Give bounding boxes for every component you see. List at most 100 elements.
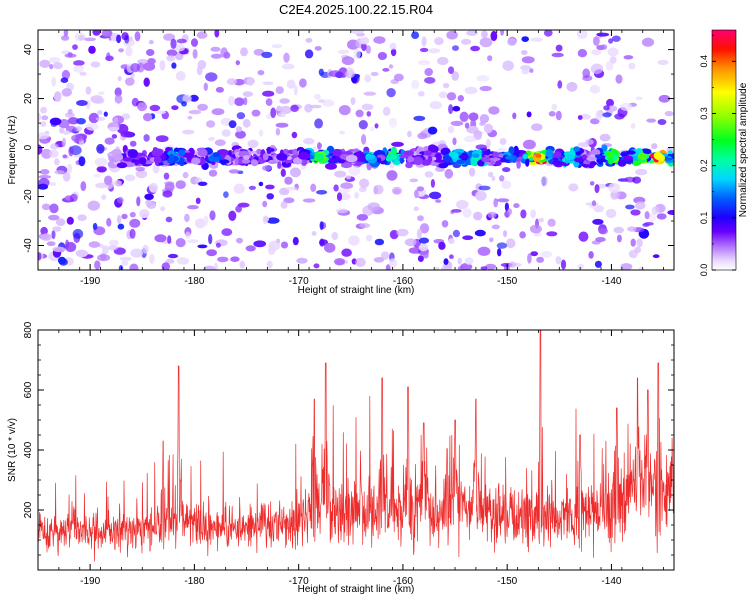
heatmap-cell [155,135,169,143]
heatmap-cell [423,150,432,156]
heatmap-cell [313,263,320,269]
heatmap-cell [121,213,128,220]
colorbar-tick-label: 0.4 [699,55,709,68]
heatmap-cell [577,49,588,58]
heatmap-cell [421,36,427,47]
heatmap-cell [298,151,310,160]
heatmap-cell [59,127,65,134]
x-tick-label: -140 [601,576,621,587]
heatmap-cell [356,155,367,162]
heatmap-hotspot [316,153,325,161]
heatmap-cell [578,231,589,242]
heatmap-hotspot [607,151,614,159]
heatmap-cell [266,260,273,269]
heatmap-cell [61,35,70,41]
heatmap-cell [324,242,336,253]
heatmap-cell [73,60,85,66]
heatmap-cell [276,238,281,244]
heatmap-cell [334,258,345,266]
heatmap-cell [130,63,141,73]
heatmap-cell [40,106,47,114]
heatmap-cell [479,114,490,124]
y-tick-label: -40 [23,238,34,253]
heatmap-cell [75,249,89,258]
heatmap-cell [55,218,66,226]
heatmap-cell [206,120,216,128]
heatmap-cell [359,223,371,228]
heatmap-cells [38,30,674,270]
heatmap-cell [262,90,275,97]
heatmap-cell [607,47,619,57]
heatmap-cell [589,84,601,94]
heatmap-cell [219,159,230,164]
heatmap-cell [499,138,507,145]
heatmap-cell [108,245,119,251]
heatmap-cell [391,186,403,195]
heatmap-cell [386,170,398,181]
heatmap-cell [51,230,56,240]
heatmap-cell [652,254,660,259]
heatmap-cell [435,199,442,203]
heatmap-cell [589,161,598,166]
heatmap-cell [434,159,446,163]
heatmap-cell [167,235,172,244]
heatmap-cell [605,61,614,71]
heatmap-cell [41,115,49,121]
heatmap-cell [286,156,292,161]
heatmap-cell [480,266,488,270]
heatmap-cell [460,38,472,45]
heatmap-cell [590,118,600,125]
heatmap-cell [92,222,98,231]
heatmap-cell [464,122,470,129]
heatmap-cell [555,256,562,265]
heatmap-cell [462,208,472,218]
heatmap-cell [215,242,221,248]
heatmap-cell [230,256,240,263]
heatmap-cell [97,110,103,115]
heatmap-cell [365,234,373,242]
heatmap-cell [93,173,101,178]
heatmap-cell [112,180,123,186]
heatmap-cell [499,175,505,182]
x-tick-label: -160 [393,276,413,287]
heatmap-cell [448,238,455,245]
heatmap-cell [582,68,591,79]
heatmap-cell [566,81,578,92]
heatmap-cell [495,160,502,166]
heatmap-cell [488,106,500,115]
heatmap-cell [496,198,510,203]
heatmap-cell [424,77,436,84]
heatmap-cell [165,258,175,264]
heatmap-cell [170,38,177,49]
heatmap-cell [651,206,660,215]
heatmap-cell [54,158,60,166]
heatmap-cell [57,256,67,265]
snr-y-label: SNR (10 * v/v) [7,418,18,482]
heatmap-cell [95,182,108,189]
heatmap-cell [261,51,273,59]
heatmap-cell [468,112,479,121]
heatmap-cell [181,101,187,107]
heatmap-cell [275,86,284,94]
heatmap-cell [119,256,132,261]
heatmap-cell [280,241,289,249]
heatmap-cell [502,60,514,71]
heatmap-cell [527,253,532,264]
heatmap-cell [253,240,267,248]
heatmap-cell [520,209,527,219]
heatmap-cell [497,248,502,257]
heatmap-cell [63,130,70,135]
heatmap-cell [266,193,275,200]
heatmap-cell [418,243,429,252]
heatmap-cell [501,180,512,189]
snr-ticks: -190 -180 -170 -160 -150 -140 200 400 600 800 [23,321,674,587]
x-tick-label: -190 [80,276,100,287]
heatmap-cell [390,48,397,57]
heatmap-cell [474,229,486,237]
heatmap-cell [228,120,237,129]
x-tick-label: -180 [184,576,204,587]
heatmap-cell [530,251,538,257]
heatmap-cell [175,70,186,81]
heatmap-cell [481,30,488,39]
heatmap-cell [143,62,156,71]
